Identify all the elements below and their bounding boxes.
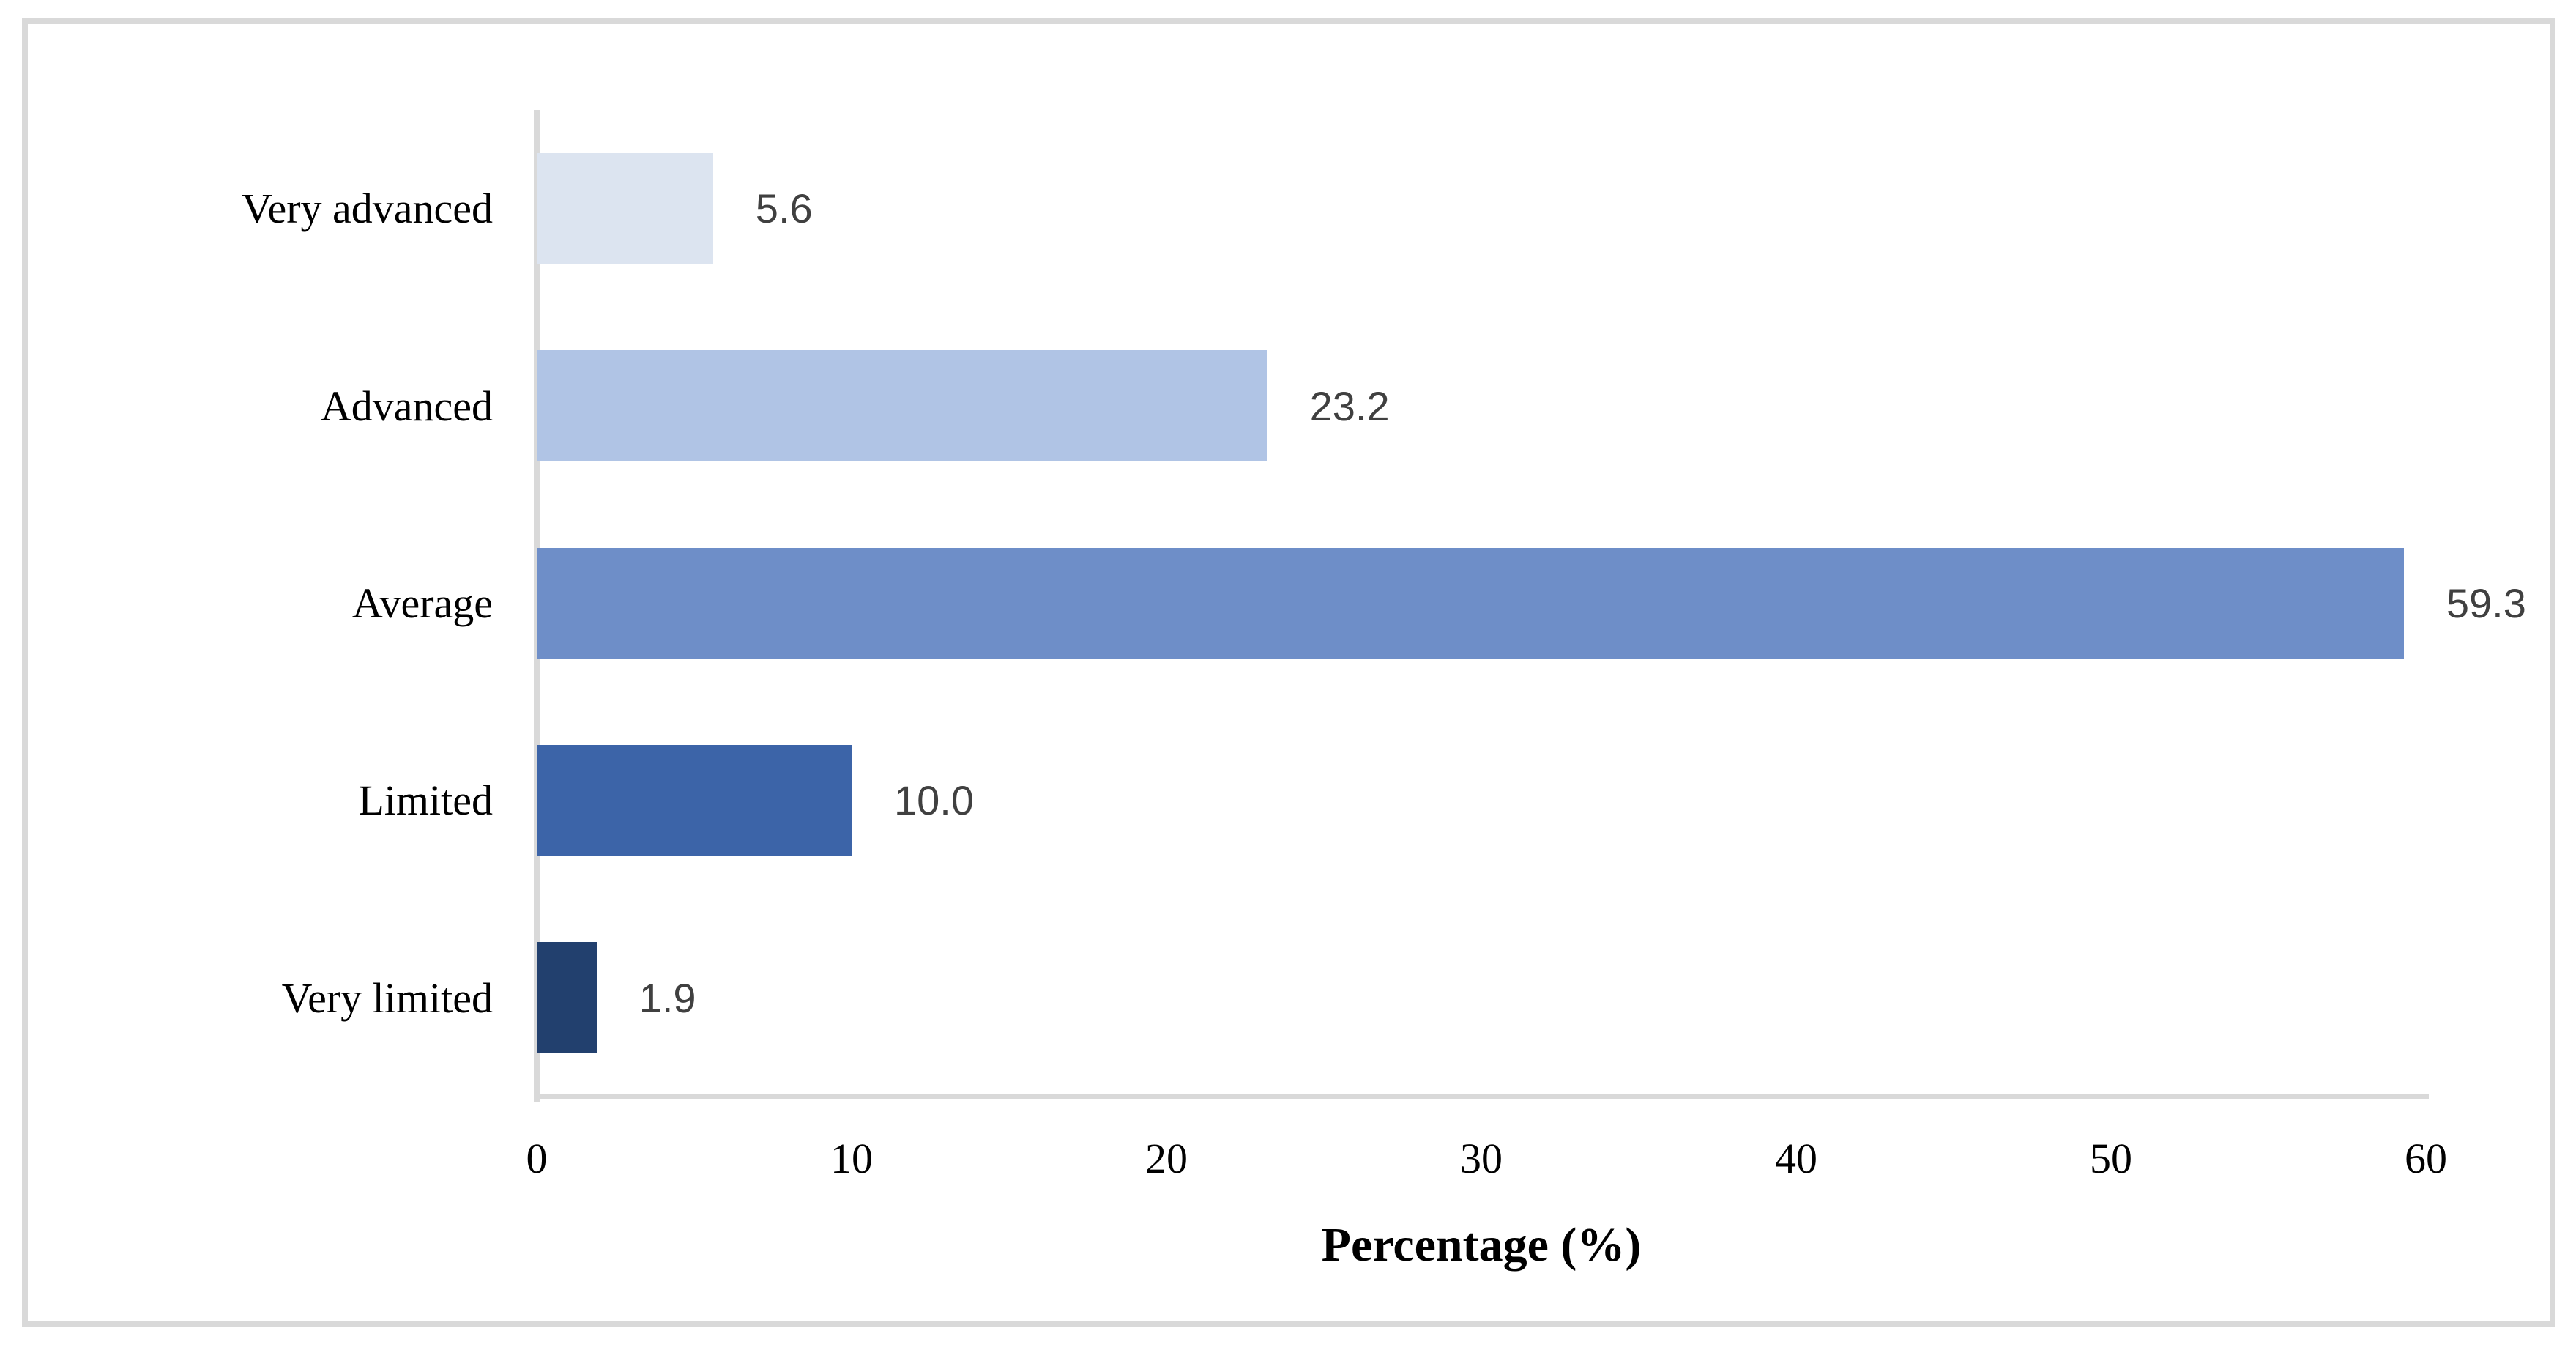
bar-limited	[537, 744, 852, 856]
category-label-limited: Limited	[358, 776, 493, 825]
chart-border-frame	[22, 18, 2555, 1327]
x-axis-line	[534, 1094, 2429, 1099]
x-tick-label-20: 20	[1145, 1135, 1188, 1182]
x-tick-label-30: 30	[1460, 1135, 1503, 1182]
x-tick-label-10: 10	[830, 1135, 873, 1182]
bar-very-limited	[537, 942, 597, 1054]
category-label-average: Average	[351, 579, 493, 627]
x-tick-label-50: 50	[2090, 1135, 2132, 1182]
bar-very-advanced	[537, 152, 713, 264]
bar-advanced	[537, 350, 1267, 462]
category-label-advanced: Advanced	[320, 382, 493, 430]
x-axis-title: Percentage (%)	[1321, 1218, 1642, 1272]
x-tick-label-60: 60	[2405, 1135, 2447, 1182]
bar-value-label: 59.3	[2446, 580, 2526, 626]
x-tick-label-40: 40	[1775, 1135, 1817, 1182]
category-label-very-limited: Very limited	[281, 973, 493, 1022]
bar-value-label: 10.0	[894, 777, 974, 824]
x-tick-label-0: 0	[526, 1135, 548, 1182]
bar-value-label: 5.6	[755, 185, 813, 232]
category-label-very-advanced: Very advanced	[242, 185, 493, 233]
bar-value-label: 23.2	[1309, 382, 1390, 429]
bar-value-label: 1.9	[639, 974, 696, 1021]
bar-average	[537, 547, 2404, 659]
